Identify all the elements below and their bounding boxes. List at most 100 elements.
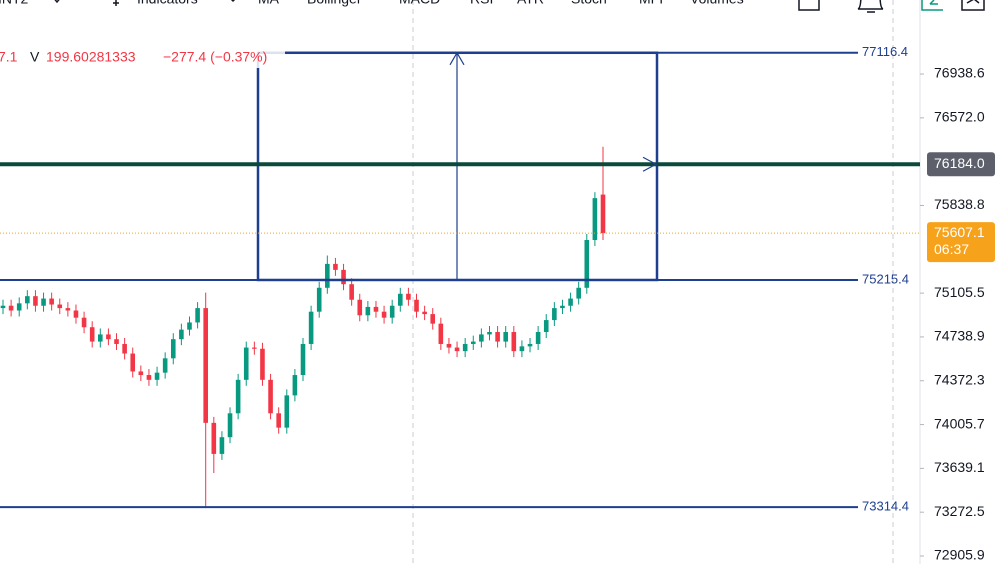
legend-volume: 199.60281333 — [46, 49, 136, 65]
y-tick-label: 76938.6 — [934, 65, 985, 81]
indicators-icon[interactable] — [113, 0, 119, 6]
candle-body — [470, 341, 476, 344]
candle-body — [543, 320, 549, 333]
candle-body — [203, 308, 209, 423]
candle-body — [300, 343, 306, 376]
candle-body — [341, 269, 346, 285]
toolbar-icons — [52, 0, 985, 13]
countdown: 06:37 — [934, 241, 969, 257]
candle-body — [106, 334, 111, 340]
legend-ohlc: 7.1 — [0, 49, 18, 65]
candle-body — [146, 375, 152, 380]
candle-body — [16, 303, 22, 311]
candle-body — [406, 293, 411, 300]
candle-body — [235, 379, 241, 414]
y-tick-label: 73639.1 — [934, 459, 985, 475]
candle-body — [535, 332, 541, 344]
candle-body — [600, 194, 606, 234]
toolbar-item[interactable]: Volumes — [690, 0, 744, 7]
candle-body — [422, 311, 427, 315]
candle-body — [243, 347, 249, 380]
toolbar-item[interactable]: ATR — [517, 0, 544, 7]
target-arrow — [642, 156, 658, 172]
legend-change: −277.4 (−0.37%) — [163, 49, 267, 65]
target-label: 76184.0 — [934, 155, 985, 171]
candle-body — [89, 327, 95, 342]
toolbar-item[interactable]: MFI — [639, 0, 663, 7]
dropdown-icon[interactable] — [52, 0, 62, 4]
y-tick-label: 74372.3 — [934, 371, 985, 387]
candle-body — [527, 343, 533, 347]
candle-body — [268, 379, 273, 414]
y-tick-label: 73272.5 — [934, 503, 985, 519]
note-icon[interactable] — [798, 0, 820, 11]
candle-body — [462, 343, 468, 352]
candle-body — [389, 305, 395, 318]
toolbar-item[interactable]: MACD — [399, 0, 440, 7]
candle-body — [397, 293, 403, 306]
level-label: 73314.4 — [862, 499, 909, 514]
candle-body — [438, 323, 444, 344]
candle-body — [179, 329, 184, 340]
toolbar-item[interactable]: Bollinger — [307, 0, 362, 7]
candle-body — [187, 322, 192, 330]
candle-body — [49, 298, 54, 305]
replay-icon[interactable] — [921, 0, 943, 11]
candle-body — [568, 298, 573, 306]
candle-body — [430, 314, 436, 324]
toolbar-item[interactable]: Stoch — [571, 0, 607, 7]
y-tick-label: 74738.9 — [934, 328, 985, 344]
candle-body — [560, 305, 565, 309]
candle-body — [195, 308, 200, 323]
toolbar-item[interactable]: INT2 — [0, 0, 29, 7]
candle-body — [552, 308, 557, 321]
candle-body — [316, 287, 322, 312]
candle-body — [584, 239, 590, 288]
candle-body — [25, 296, 30, 304]
candle-body — [357, 299, 363, 316]
alert-icon[interactable] — [857, 0, 884, 13]
candle-body — [114, 339, 119, 344]
candle-body — [365, 306, 371, 316]
candle-body — [495, 332, 500, 342]
candle-body — [211, 422, 217, 454]
toolbar-item[interactable]: RSI — [470, 0, 493, 7]
toolbar-item[interactable]: Indicators — [137, 0, 198, 7]
target-badge — [927, 152, 995, 177]
candle-body — [308, 311, 314, 344]
y-tick-label: 75838.8 — [934, 196, 985, 212]
plot — [0, 146, 606, 508]
candle-body — [252, 347, 257, 349]
candle-body — [8, 305, 14, 311]
level-label: 77116.4 — [862, 44, 908, 59]
candle-body — [479, 334, 484, 342]
last-price-label: 75607.1 — [934, 224, 985, 240]
toolbar-item[interactable]: MA — [258, 0, 280, 7]
candle-body — [511, 332, 517, 352]
candle-body — [414, 299, 419, 312]
candle-body — [122, 343, 127, 354]
candle-body — [333, 263, 338, 270]
candle-body — [57, 304, 63, 309]
candle-body — [487, 332, 492, 335]
candle-body — [325, 263, 330, 288]
candle-body — [454, 347, 460, 352]
candle-body — [154, 372, 160, 380]
last-price-badge — [927, 222, 995, 263]
dropdown-icon[interactable] — [229, 0, 237, 3]
screenshot-icon[interactable] — [961, 0, 985, 11]
legend-volume-label: V — [30, 49, 40, 65]
candle-body — [219, 437, 225, 454]
y-tick-label: 74005.7 — [934, 415, 985, 431]
candle-body — [33, 296, 38, 306]
candle-body — [503, 332, 509, 342]
candle-body — [170, 339, 176, 359]
candle-body — [65, 308, 71, 311]
candle-body — [41, 298, 46, 306]
y-tick-label: 72905.9 — [934, 547, 985, 563]
candle-body — [592, 198, 598, 240]
candle-body — [97, 334, 103, 342]
candle-body — [138, 371, 144, 376]
